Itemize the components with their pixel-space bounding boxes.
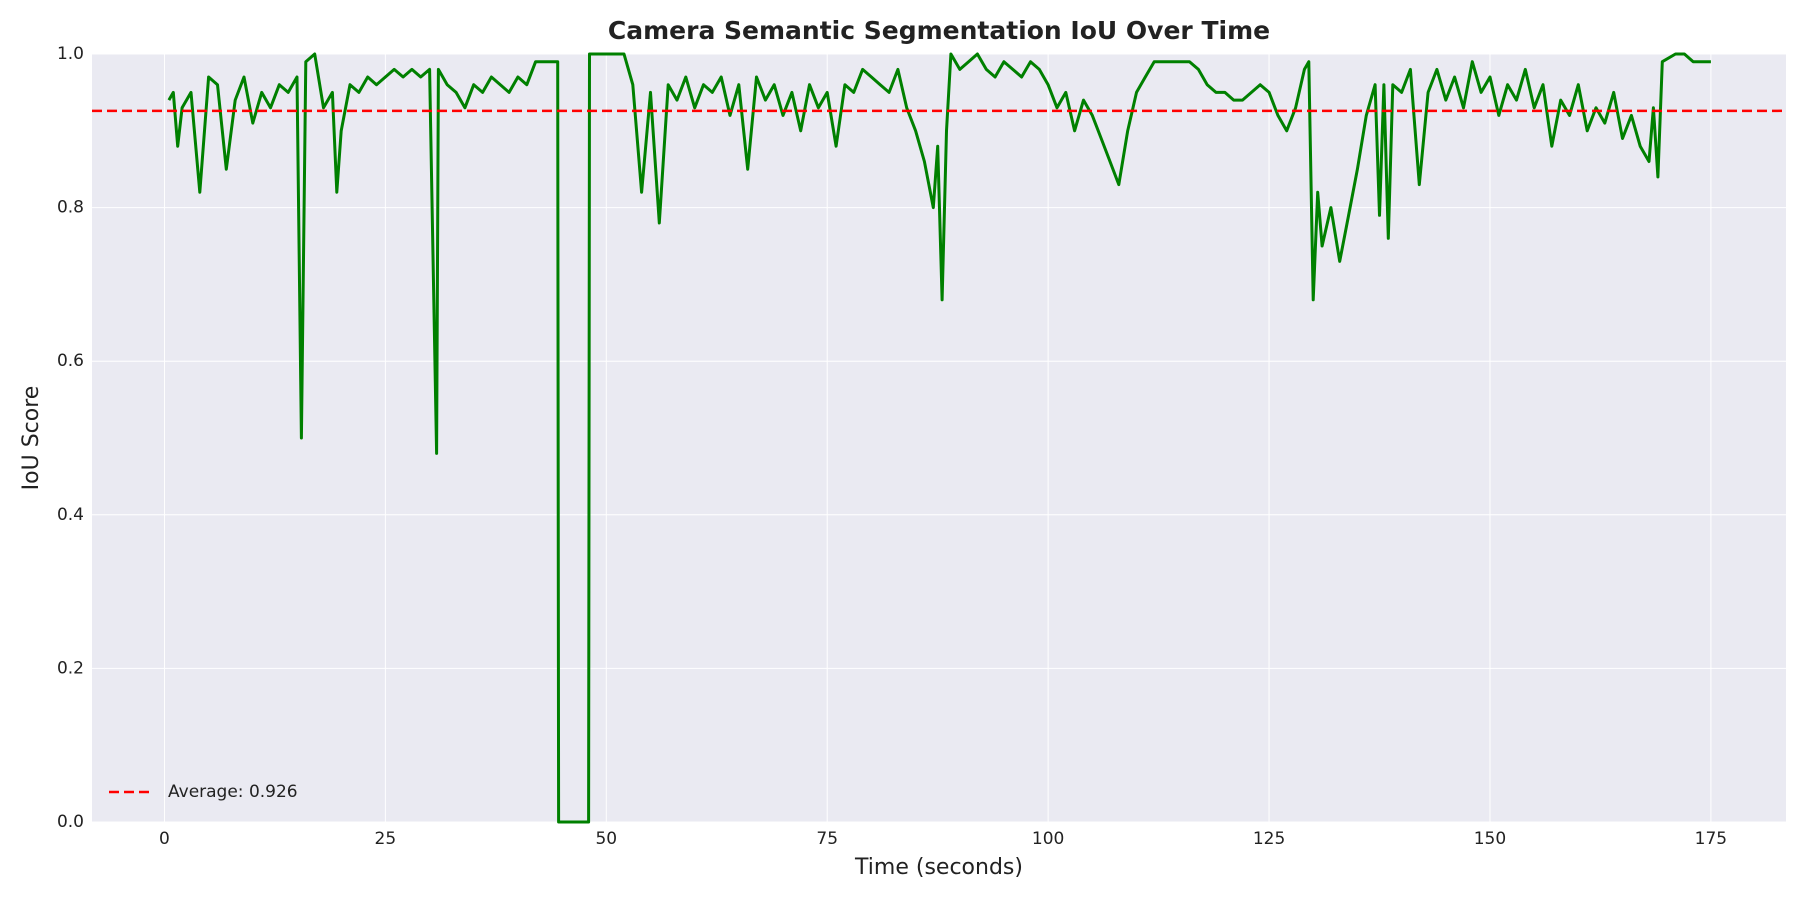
- y-tick-label: 0.8: [57, 198, 84, 218]
- x-tick-label: 100: [1032, 829, 1064, 849]
- y-tick-label: 0.0: [57, 812, 84, 832]
- chart-title: Camera Semantic Segmentation IoU Over Ti…: [608, 16, 1270, 45]
- legend-label: Average: 0.926: [168, 782, 298, 802]
- x-tick-label: 25: [375, 829, 397, 849]
- x-tick-label: 0: [159, 829, 170, 849]
- x-tick-label: 75: [816, 829, 838, 849]
- y-tick-label: 0.6: [57, 351, 84, 371]
- x-tick-label: 175: [1695, 829, 1727, 849]
- data-line: [167, 52, 1711, 824]
- x-tick-label: 50: [595, 829, 617, 849]
- y-tick-label: 0.4: [57, 505, 84, 525]
- y-tick-label: 0.2: [57, 658, 84, 678]
- x-axis-label: Time (seconds): [854, 855, 1023, 880]
- x-tick-label: 125: [1253, 829, 1285, 849]
- x-tick-label: 150: [1474, 829, 1506, 849]
- y-tick-label: 1.0: [57, 44, 84, 64]
- y-axis-label: IoU Score: [19, 386, 44, 491]
